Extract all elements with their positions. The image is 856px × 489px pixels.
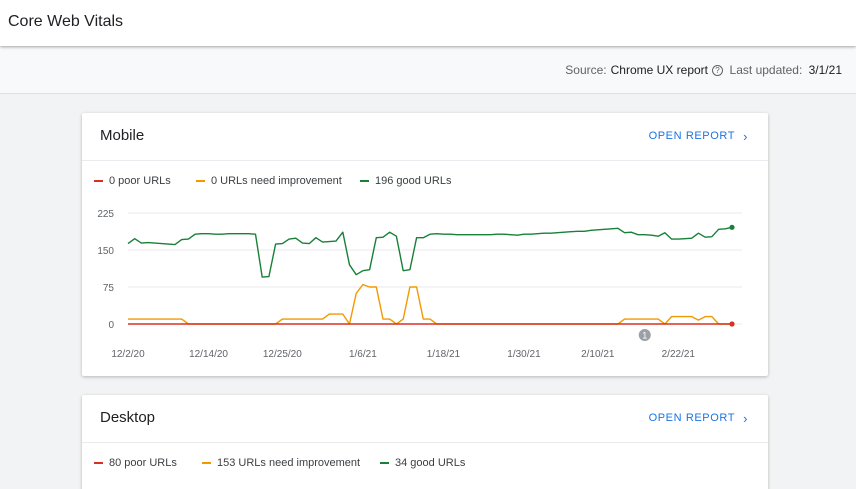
mobile-card: Mobile OPEN REPORT › 0 poor URLs 0 URLs … [82,113,768,376]
mobile-trend-chart: 0 75 150 225 12/2/20 12/14/20 12/25/20 1/6/21 1/… [97,209,742,360]
source-value: Chrome UX report [610,63,708,77]
poor-swatch [94,462,103,464]
legend-improve[interactable]: 0 URLs need improvement [196,175,342,187]
legend-improve-label: 153 URLs need improvement [217,457,361,469]
source-info: Source: Chrome UX report ? [565,63,723,77]
last-updated-value: 3/1/21 [808,63,842,77]
poor-swatch [94,180,103,182]
open-report-label: OPEN REPORT [648,412,736,424]
mobile-card-header: Mobile OPEN REPORT › [82,113,768,161]
annotation-label: 1 [642,331,647,341]
series-line-improve [128,283,732,325]
series-line-good [127,226,733,278]
x-tick-label: 2/22/21 [662,349,696,360]
improve-swatch [196,180,205,182]
y-tick-label: 0 [108,320,114,331]
chevron-right-icon: › [743,410,748,426]
y-tick-label: 225 [97,209,114,220]
last-updated: Last updated: 3/1/21 [730,63,842,77]
annotation-marker [638,329,651,341]
legend-poor-label: 0 poor URLs [109,175,171,187]
report-info-bar: Source: Chrome UX report ? Last updated:… [0,46,856,94]
legend-good[interactable]: 196 good URLs [360,175,451,187]
legend-good-label: 196 good URLs [375,175,452,187]
x-tick-label: 12/25/20 [263,349,302,360]
mobile-open-report-button[interactable]: OPEN REPORT › [648,128,748,144]
legend-improve-label: 0 URLs need improvement [211,175,342,187]
legend-improve[interactable]: 153 URLs need improvement [202,457,360,469]
top-app-bar: Core Web Vitals [0,0,856,46]
series-end-point-poor [729,321,735,327]
mobile-card-title: Mobile [100,127,145,144]
improve-swatch [202,462,211,464]
legend-good-label: 34 good URLs [395,457,466,469]
legend-poor-label: 80 poor URLs [109,457,177,469]
legend-poor[interactable]: 0 poor URLs [94,175,171,187]
x-tick-label: 1/18/21 [427,349,461,360]
x-tick-label: 1/6/21 [349,349,377,360]
x-tick-label: 12/14/20 [189,349,228,360]
last-updated-label: Last updated: [729,63,803,77]
y-tick-label: 75 [103,283,115,294]
help-icon[interactable]: ? [712,64,723,76]
chevron-right-icon: › [743,128,748,144]
good-swatch [380,462,389,464]
x-tick-label: 12/2/20 [111,349,145,360]
desktop-card-header: Desktop OPEN REPORT › [82,395,768,443]
legend-good[interactable]: 34 good URLs [380,457,465,469]
x-tick-label: 1/30/21 [507,349,541,360]
desktop-open-report-button[interactable]: OPEN REPORT › [648,410,748,426]
source-label: Source: [565,63,607,77]
desktop-card: Desktop OPEN REPORT › 80 poor URLs 153 U… [82,395,768,489]
good-swatch [360,180,369,182]
legend-poor[interactable]: 80 poor URLs [94,457,177,469]
x-tick-label: 2/10/21 [581,349,615,360]
y-tick-label: 150 [97,246,114,257]
open-report-label: OPEN REPORT [648,130,736,142]
page-title: Core Web Vitals [8,13,124,30]
desktop-card-title: Desktop [100,409,156,426]
series-end-point-good [729,224,735,230]
